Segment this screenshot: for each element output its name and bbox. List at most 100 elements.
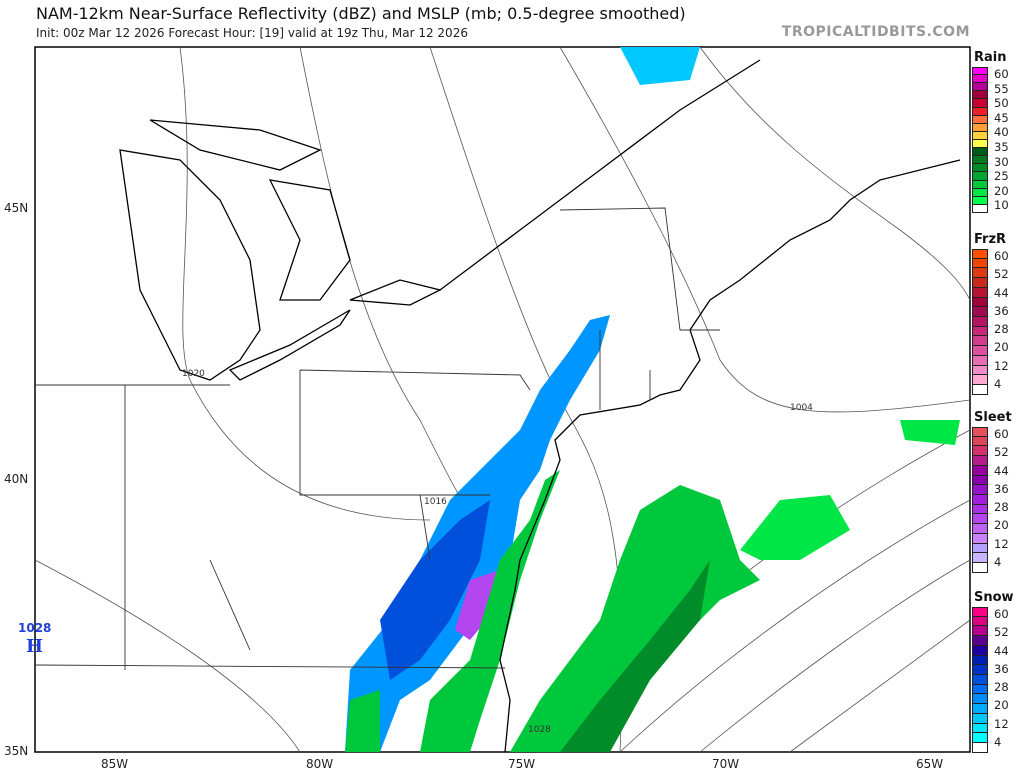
- legend-swatch: [972, 148, 988, 157]
- legend-swatch: [972, 278, 988, 288]
- map-subtitle: Init: 00z Mar 12 2026 Forecast Hour: [19…: [36, 26, 468, 40]
- legend-swatch: [972, 485, 988, 496]
- legend-swatch: [972, 180, 988, 189]
- legend-title: Rain: [974, 50, 1007, 65]
- legend-swatch: [972, 645, 988, 656]
- lake-superior: [149, 119, 322, 171]
- legend-label: 52: [994, 267, 1009, 282]
- legend-label: 25: [994, 169, 1009, 184]
- legend-title: Snow: [974, 590, 1014, 605]
- legend-label: 20: [994, 340, 1009, 355]
- legend-swatch: [972, 607, 988, 617]
- legend-swatch: [972, 543, 988, 554]
- legend-label: 44: [994, 285, 1009, 300]
- legend-swatch: [972, 83, 988, 92]
- legend-swatch: [972, 336, 988, 347]
- legend-swatch: [972, 436, 988, 447]
- legend-swatch: [972, 297, 988, 308]
- legend-swatch: [972, 504, 988, 515]
- legend-swatch: [972, 524, 988, 534]
- legend-swatch: [972, 465, 988, 476]
- rain-offshore: [510, 485, 760, 752]
- legend-label: 36: [994, 303, 1009, 318]
- lon-label: 85W: [101, 757, 129, 771]
- legend-swatch: [972, 626, 988, 637]
- legend-label: 52: [994, 445, 1009, 460]
- rain-cell: [740, 495, 850, 560]
- legend-swatch: [972, 249, 988, 259]
- legend-label: 60: [994, 427, 1009, 441]
- legend-label: 50: [994, 96, 1009, 111]
- heavy-snow-core: [380, 500, 490, 680]
- legend-label: 44: [994, 463, 1009, 478]
- legend-label: 28: [994, 500, 1009, 514]
- legend-snow: Snow 60 52 44 36 28 20 12 4: [972, 590, 1024, 753]
- legend-label: 20: [994, 183, 1009, 198]
- legend-label: 60: [994, 607, 1009, 621]
- lat-label: 35N: [4, 744, 29, 758]
- legend-label: 20: [994, 698, 1009, 713]
- isobar-label: 1020: [182, 369, 205, 379]
- high-pressure-value: 1028: [18, 621, 51, 635]
- legend-swatch: [972, 172, 988, 181]
- legend-swatch: [972, 723, 988, 734]
- legend-swatch: [972, 91, 988, 100]
- isobar-label: 1016: [424, 497, 447, 507]
- legend-label: 52: [994, 625, 1009, 640]
- legend-label: 4: [994, 734, 1002, 749]
- isobar-1020: [179, 46, 431, 521]
- legend-label: 35: [994, 140, 1009, 154]
- legend-label: 36: [994, 661, 1009, 676]
- isobar: [699, 559, 971, 753]
- legend-label: 20: [994, 518, 1009, 533]
- legend-label: 12: [994, 358, 1009, 373]
- rain-sw: [345, 690, 380, 752]
- legend-title: Sleet: [974, 410, 1012, 425]
- legend-swatch: [972, 427, 988, 437]
- legend-swatch: [972, 75, 988, 84]
- legend-swatch: [972, 164, 988, 173]
- legend-swatch: [972, 713, 988, 724]
- legend-swatch: [972, 188, 988, 197]
- legend-swatch: [972, 355, 988, 366]
- legend-swatch: [972, 456, 988, 466]
- legend-label: 40: [994, 125, 1009, 140]
- atlantic-coast: [499, 159, 961, 753]
- legend-swatch: [972, 385, 988, 395]
- legend-frzr: FrzR 60 52 44 36 28 20 12 4: [972, 232, 1024, 395]
- legend-swatch: [972, 684, 988, 695]
- isobar: [789, 619, 971, 753]
- legend-swatch: [972, 636, 988, 646]
- snow-north: [620, 47, 700, 85]
- lake-erie: [228, 309, 351, 381]
- high-pressure-symbol: H: [26, 636, 43, 657]
- legend-swatch: [972, 346, 988, 356]
- rain-east: [900, 420, 960, 445]
- legend-label: 4: [994, 376, 1002, 391]
- legend-label: 36: [994, 481, 1009, 496]
- legend-swatch: [972, 268, 988, 279]
- isobar-1004: [559, 46, 971, 413]
- isobar: [619, 499, 971, 753]
- lat-label: 40N: [4, 472, 29, 486]
- lon-label: 75W: [508, 757, 536, 771]
- legend-label: 60: [994, 67, 1009, 81]
- legend-swatch: [972, 475, 988, 486]
- legend-swatch: [972, 655, 988, 666]
- legend-swatch: [972, 616, 988, 627]
- isobar-label: 1004: [790, 403, 813, 413]
- legend-rain: Rain 60 55 50 45 40 35 30 25 20 10: [972, 50, 1024, 213]
- legend-swatch: [972, 533, 988, 544]
- legend-swatch: [972, 196, 988, 205]
- legend-swatch: [972, 375, 988, 386]
- legend-label: 12: [994, 716, 1009, 731]
- legend-label: 44: [994, 643, 1009, 658]
- legend-swatch: [972, 563, 988, 573]
- legend-label: 4: [994, 554, 1002, 569]
- lake-michigan: [119, 149, 261, 381]
- isobar-label: 1028: [528, 725, 551, 735]
- legend-swatch: [972, 733, 988, 744]
- legend-label: 28: [994, 322, 1009, 336]
- rain-offshore-heavy: [560, 560, 710, 752]
- legend-label: 55: [994, 81, 1009, 96]
